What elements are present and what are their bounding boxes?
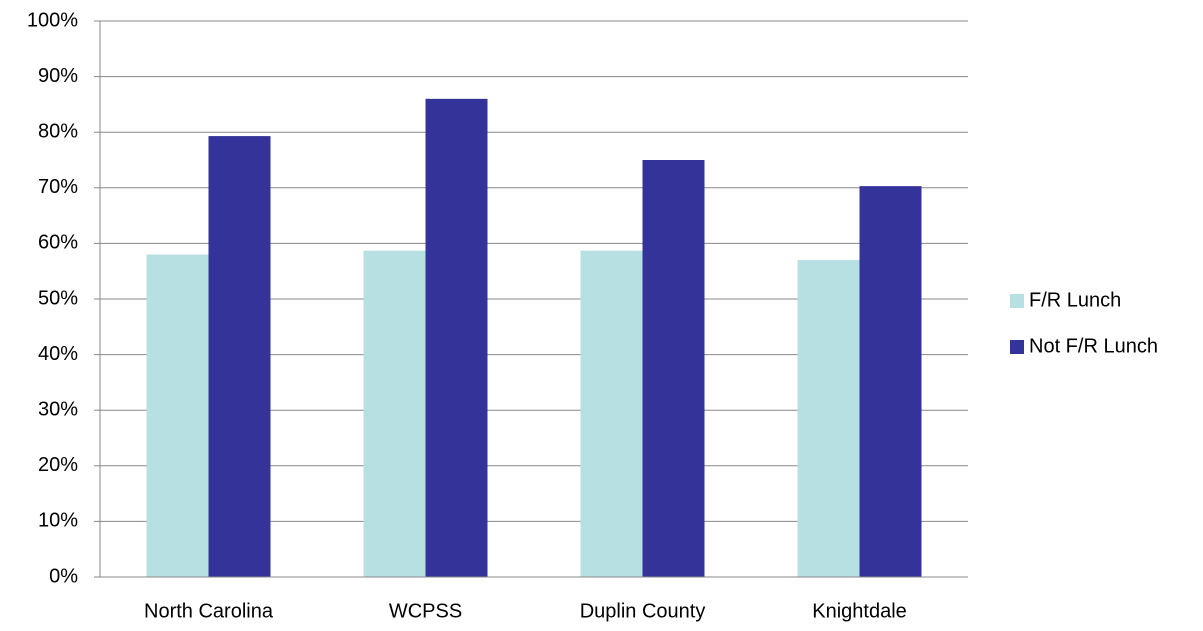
bar bbox=[797, 260, 860, 577]
y-tick-label: 100% bbox=[27, 9, 78, 31]
x-tick-label: Knightdale bbox=[812, 600, 907, 622]
y-tick-label: 0% bbox=[49, 565, 78, 587]
bar bbox=[642, 160, 705, 577]
bar bbox=[146, 254, 209, 577]
bar bbox=[425, 98, 488, 577]
y-tick-label: 10% bbox=[38, 510, 78, 532]
y-tick-label: 40% bbox=[38, 343, 78, 365]
legend-label: Not F/R Lunch bbox=[1029, 335, 1158, 357]
legend-swatch bbox=[1010, 340, 1024, 354]
y-tick-label: 90% bbox=[38, 65, 78, 87]
y-tick-label: 50% bbox=[38, 287, 78, 309]
y-tick-label: 20% bbox=[38, 454, 78, 476]
x-tick-label: Duplin County bbox=[580, 600, 706, 622]
legend-label: F/R Lunch bbox=[1029, 289, 1121, 311]
x-tick-label: WCPSS bbox=[389, 600, 462, 622]
bar bbox=[859, 186, 922, 577]
bar bbox=[208, 136, 271, 578]
y-tick-label: 30% bbox=[38, 398, 78, 420]
y-tick-label: 60% bbox=[38, 232, 78, 254]
y-tick-label: 70% bbox=[38, 176, 78, 198]
y-tick-label: 80% bbox=[38, 120, 78, 142]
bar bbox=[580, 250, 643, 578]
x-tick-label: North Carolina bbox=[144, 600, 274, 622]
bar bbox=[363, 250, 426, 578]
legend-swatch bbox=[1010, 294, 1024, 308]
